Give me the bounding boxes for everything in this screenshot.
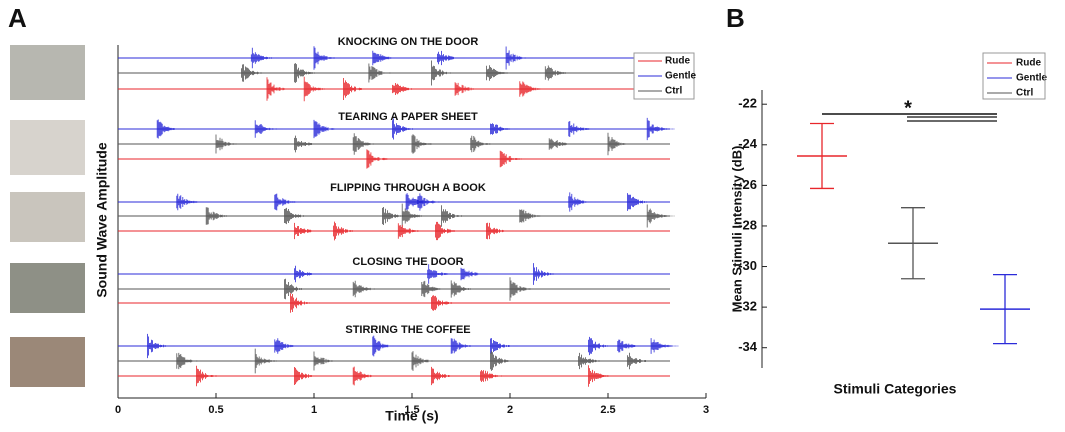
waveform (147, 333, 679, 359)
legend-label: Gentle (1016, 73, 1048, 84)
y-tick-label: -30 (738, 258, 757, 273)
legend-label: Ctrl (665, 86, 682, 97)
row-title: KNOCKING ON THE DOOR (338, 36, 479, 48)
waveform (366, 149, 528, 169)
waveform (205, 203, 675, 229)
waveform (294, 263, 561, 285)
y-tick-label: -28 (738, 217, 757, 232)
waveform (176, 192, 655, 212)
photo (10, 45, 85, 100)
waveform (196, 365, 616, 387)
y-tick-label: -26 (738, 177, 757, 192)
waveform (156, 117, 675, 141)
waveform (290, 293, 459, 313)
photo (10, 263, 85, 313)
waveform (250, 46, 534, 70)
row-title: FLIPPING THROUGH A BOOK (330, 182, 486, 194)
waveform (284, 277, 538, 301)
x-tick-label: 1 (311, 404, 317, 416)
y-tick-label: -34 (738, 339, 758, 354)
legend-label: Rude (665, 56, 690, 67)
row-title: TEARING A PAPER SHEET (338, 111, 478, 123)
significance-star: * (904, 97, 912, 119)
x-axis-title: Time (s) (385, 408, 438, 424)
x-tick-label: 1.5 (404, 404, 419, 416)
y-axis-title: Sound Wave Amplitude (94, 142, 110, 298)
x-tick-label: 0 (115, 404, 121, 416)
waveform (294, 221, 514, 241)
row-title: STIRRING THE COFFEE (345, 324, 470, 336)
x-tick-label: 0.5 (208, 404, 223, 416)
photo (10, 120, 85, 175)
waveform (241, 60, 573, 86)
row-title: CLOSING THE DOOR (352, 256, 463, 268)
legend-label: Rude (1016, 58, 1041, 69)
x-tick-label: 2 (507, 404, 513, 416)
x-tick-label: 3 (703, 404, 709, 416)
legend-label: Ctrl (1016, 88, 1033, 99)
x-axis-title: Stimuli Categories (834, 381, 957, 397)
y-tick-label: -24 (738, 136, 758, 151)
photo (10, 192, 85, 242)
panel-label: B (726, 3, 745, 33)
waveform (266, 76, 548, 102)
photos (10, 45, 85, 387)
panel-label: A (8, 3, 27, 33)
waveform (215, 132, 636, 156)
y-tick-label: -22 (738, 96, 757, 111)
y-axis-title: Mean Stimuli Intensity (dB) (729, 146, 744, 313)
legend-box (982, 52, 1046, 100)
photo (10, 337, 85, 387)
waveform (176, 348, 655, 374)
y-tick-label: -32 (738, 299, 757, 314)
x-tick-label: 2.5 (600, 404, 615, 416)
legend-label: Gentle (665, 71, 697, 82)
